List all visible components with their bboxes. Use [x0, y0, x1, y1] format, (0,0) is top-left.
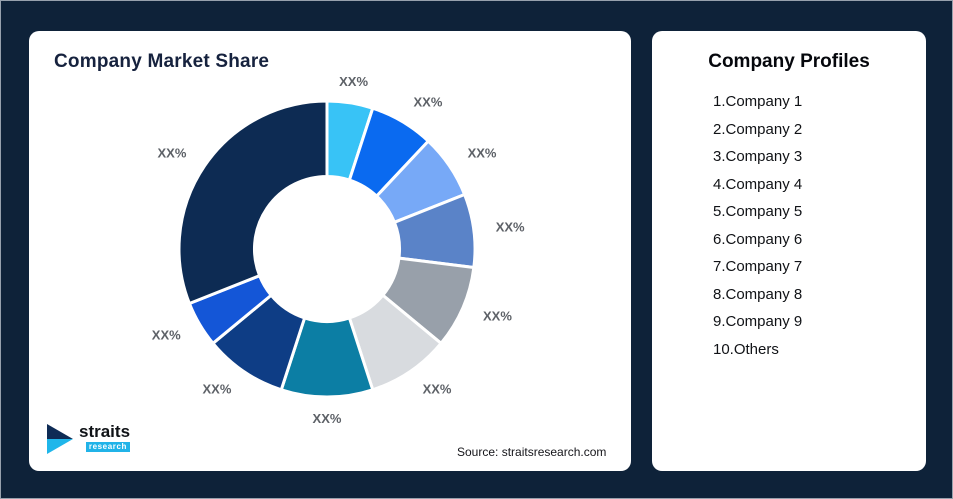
donut-label-segment-4: XX%: [496, 220, 525, 235]
donut-label-segment-8: XX%: [202, 382, 231, 397]
straits-logo-icon: [47, 424, 73, 454]
market-share-card: Company Market Share XX% XX% XX% XX% XX% XX% X…: [29, 31, 631, 471]
donut-label-segment-7: XX%: [313, 411, 342, 426]
donut-segment-10: [177, 99, 329, 305]
company-profiles-card: Company Profiles 1.Company 1 2.Company 2 3…: [652, 31, 926, 471]
source-text: Source: straitsresearch.com: [457, 445, 607, 459]
donut-label-segment-9: XX%: [152, 328, 181, 343]
straits-logo-name: straits: [79, 422, 131, 441]
donut-label-segment-6: XX%: [423, 382, 452, 397]
company-profile-item: 6.Company 6: [713, 230, 803, 248]
company-profile-item: 1.Company 1: [713, 93, 803, 110]
donut-label-segment-1: XX%: [339, 74, 368, 89]
company-profile-item: 8.Company 8: [713, 285, 803, 303]
company-profile-item: 4.Company 4: [713, 175, 803, 193]
donut-label-segment-5: XX%: [483, 309, 512, 324]
straits-research-logo: straits research: [46, 422, 131, 455]
market-share-donut: XX% XX% XX% XX% XX% XX% XX% XX% XX% XX%: [152, 74, 525, 426]
profiles-title: Company Profiles: [708, 51, 870, 72]
donut-label-segment-3: XX%: [468, 145, 497, 160]
company-profile-item: 9.Company 9: [713, 313, 803, 330]
chart-title: Company Market Share: [54, 51, 270, 72]
donut-label-segment-10: XX%: [157, 145, 186, 160]
straits-logo-text: straits research: [79, 422, 131, 452]
company-profiles-list: 1.Company 1 2.Company 2 3.Company 3 4.Compa…: [713, 93, 802, 368]
straits-logo-subtitle: research: [85, 442, 131, 452]
company-profile-item: 5.Company 5: [713, 203, 803, 220]
donut-chart-area: XX% XX% XX% XX% XX% XX% XX% XX% XX% XX%: [29, 71, 631, 441]
company-profile-item: 10.Others: [713, 340, 779, 358]
company-profile-item: 7.Company 7: [713, 258, 803, 275]
company-profile-item: 3.Company 3: [713, 148, 803, 165]
donut-label-segment-2: XX%: [414, 95, 443, 110]
company-profile-item: 2.Company 2: [713, 120, 803, 138]
